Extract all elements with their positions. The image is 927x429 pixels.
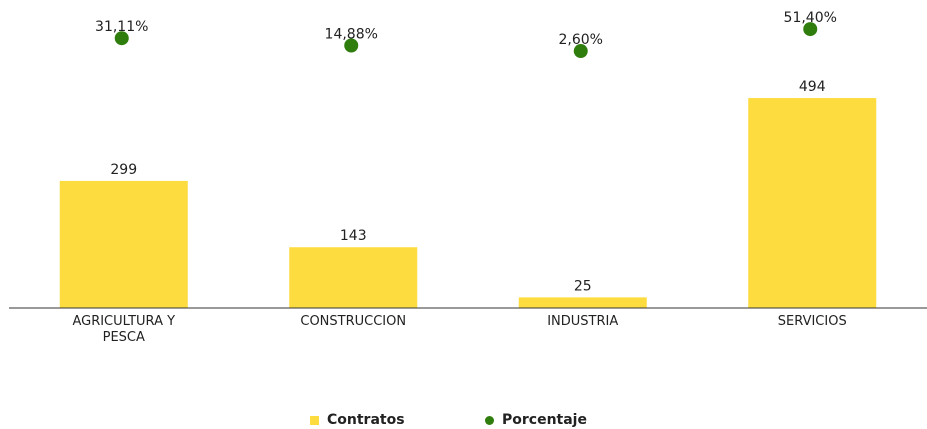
bar-label: 494 xyxy=(799,79,826,95)
legend-label: Contratos xyxy=(327,412,405,428)
x-tick-label: CONSTRUCCION xyxy=(300,314,407,329)
point xyxy=(573,44,588,59)
bar-label: 143 xyxy=(340,228,367,244)
bar xyxy=(289,247,418,308)
x-tick-label: SERVICIOS xyxy=(777,314,847,329)
legend-swatch xyxy=(310,415,319,425)
legend-swatch xyxy=(485,415,494,425)
bar-label: 25 xyxy=(574,278,592,294)
point-label: 14,88% xyxy=(325,27,378,43)
legend-item: Contratos xyxy=(310,412,405,428)
point-label: 51,40% xyxy=(784,10,837,26)
x-tick-label: INDUSTRIA xyxy=(547,314,619,329)
point xyxy=(344,38,359,53)
point-label: 31,11% xyxy=(95,19,148,35)
point xyxy=(803,22,818,37)
legend-item: Porcentaje xyxy=(485,412,587,428)
point xyxy=(114,31,129,46)
legend-label: Porcentaje xyxy=(502,412,587,428)
point-label: 2,60% xyxy=(559,32,603,48)
x-tick-label: AGRICULTURA Y PESCA xyxy=(72,314,176,345)
bar xyxy=(518,297,647,308)
bar xyxy=(59,180,188,308)
bar-label: 299 xyxy=(110,162,137,178)
bar xyxy=(748,98,877,308)
